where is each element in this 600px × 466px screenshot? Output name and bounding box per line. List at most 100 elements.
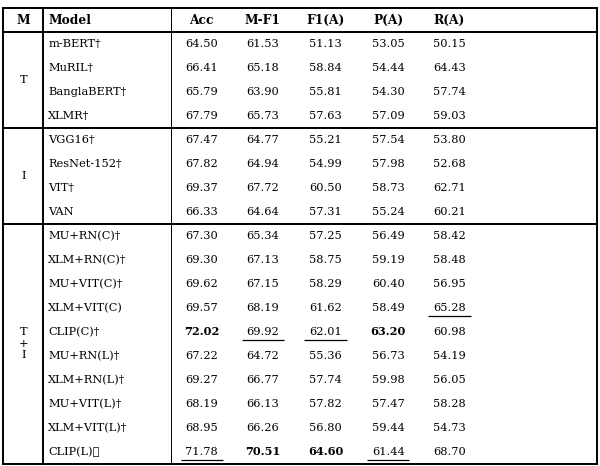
- Text: 61.44: 61.44: [372, 447, 404, 457]
- Text: 68.19: 68.19: [185, 399, 218, 409]
- Text: 64.43: 64.43: [433, 63, 466, 73]
- Text: 53.80: 53.80: [433, 135, 466, 145]
- Text: 60.98: 60.98: [433, 327, 466, 337]
- Text: 67.13: 67.13: [247, 255, 279, 265]
- Text: 59.19: 59.19: [372, 255, 404, 265]
- Text: T
+
I: T + I: [19, 327, 28, 361]
- Text: 57.82: 57.82: [309, 399, 342, 409]
- Text: 54.30: 54.30: [372, 87, 404, 97]
- Text: 65.28: 65.28: [433, 303, 466, 313]
- Text: 57.74: 57.74: [309, 375, 342, 385]
- Text: MU+VIT(L)†: MU+VIT(L)†: [48, 398, 122, 409]
- Text: 54.44: 54.44: [372, 63, 404, 73]
- Text: 70.51: 70.51: [245, 446, 281, 457]
- Text: 66.41: 66.41: [185, 63, 218, 73]
- Text: 51.13: 51.13: [309, 39, 342, 49]
- Text: 65.18: 65.18: [247, 63, 279, 73]
- Text: 69.27: 69.27: [185, 375, 218, 385]
- Text: 58.48: 58.48: [433, 255, 466, 265]
- Text: ResNet-152†: ResNet-152†: [48, 159, 122, 169]
- Text: 57.63: 57.63: [309, 111, 342, 121]
- Text: 54.73: 54.73: [433, 423, 466, 433]
- Text: M-F1: M-F1: [245, 14, 281, 27]
- Text: 68.70: 68.70: [433, 447, 466, 457]
- Text: 67.72: 67.72: [247, 183, 279, 193]
- Text: XLM+VIT(C): XLM+VIT(C): [48, 303, 123, 313]
- Text: 54.19: 54.19: [433, 351, 466, 361]
- Text: 65.79: 65.79: [185, 87, 218, 97]
- Text: MU+VIT(C)†: MU+VIT(C)†: [48, 279, 122, 289]
- Text: 58.84: 58.84: [309, 63, 342, 73]
- Text: 56.73: 56.73: [372, 351, 404, 361]
- Text: 66.26: 66.26: [247, 423, 279, 433]
- Text: 67.22: 67.22: [185, 351, 218, 361]
- Text: 62.01: 62.01: [309, 327, 342, 337]
- Text: 64.72: 64.72: [247, 351, 279, 361]
- Text: 64.77: 64.77: [247, 135, 279, 145]
- Text: T: T: [19, 75, 27, 85]
- Text: 55.21: 55.21: [309, 135, 342, 145]
- Text: 57.98: 57.98: [372, 159, 404, 169]
- Text: 57.25: 57.25: [309, 231, 342, 241]
- Text: 58.42: 58.42: [433, 231, 466, 241]
- Text: MuRIL†: MuRIL†: [48, 63, 94, 73]
- Text: 69.57: 69.57: [185, 303, 218, 313]
- Text: 59.44: 59.44: [372, 423, 404, 433]
- Text: MU+RN(L)†: MU+RN(L)†: [48, 351, 119, 361]
- Text: 52.68: 52.68: [433, 159, 466, 169]
- Text: 56.05: 56.05: [433, 375, 466, 385]
- Text: 58.29: 58.29: [309, 279, 342, 289]
- Text: 67.79: 67.79: [185, 111, 218, 121]
- Text: XLM+RN(L)†: XLM+RN(L)†: [48, 375, 125, 385]
- Text: 57.47: 57.47: [372, 399, 404, 409]
- Text: m-BERT†: m-BERT†: [48, 39, 101, 49]
- Text: 59.03: 59.03: [433, 111, 466, 121]
- Text: VGG16†: VGG16†: [48, 135, 95, 145]
- Text: 64.64: 64.64: [247, 207, 279, 217]
- Text: 57.31: 57.31: [309, 207, 342, 217]
- Text: XLM+VIT(L)†: XLM+VIT(L)†: [48, 423, 128, 433]
- Text: 55.81: 55.81: [309, 87, 342, 97]
- Text: 67.15: 67.15: [247, 279, 279, 289]
- Text: 58.73: 58.73: [372, 183, 404, 193]
- Text: 53.05: 53.05: [372, 39, 404, 49]
- Text: 61.62: 61.62: [309, 303, 342, 313]
- Text: 64.50: 64.50: [185, 39, 218, 49]
- Text: 66.13: 66.13: [247, 399, 279, 409]
- Text: 64.94: 64.94: [247, 159, 279, 169]
- Text: 67.82: 67.82: [185, 159, 218, 169]
- Text: 67.47: 67.47: [185, 135, 218, 145]
- Text: Model: Model: [48, 14, 91, 27]
- Text: 65.34: 65.34: [247, 231, 279, 241]
- Text: R(A): R(A): [434, 14, 465, 27]
- Text: XLMR†: XLMR†: [48, 111, 89, 121]
- Text: 61.53: 61.53: [247, 39, 279, 49]
- Text: VIT†: VIT†: [48, 183, 74, 193]
- Text: 55.36: 55.36: [309, 351, 342, 361]
- Text: 56.49: 56.49: [372, 231, 404, 241]
- Text: 59.98: 59.98: [372, 375, 404, 385]
- Text: 58.75: 58.75: [309, 255, 342, 265]
- Text: 69.62: 69.62: [185, 279, 218, 289]
- Text: 55.24: 55.24: [372, 207, 404, 217]
- Text: CLIP(L)★: CLIP(L)★: [48, 446, 100, 457]
- Text: 63.20: 63.20: [371, 326, 406, 337]
- Text: 56.95: 56.95: [433, 279, 466, 289]
- Text: 71.78: 71.78: [185, 447, 218, 457]
- Text: 68.95: 68.95: [185, 423, 218, 433]
- Text: 72.02: 72.02: [184, 326, 220, 337]
- Text: 62.71: 62.71: [433, 183, 466, 193]
- Text: 66.33: 66.33: [185, 207, 218, 217]
- Text: 69.30: 69.30: [185, 255, 218, 265]
- Text: MU+RN(C)†: MU+RN(C)†: [48, 231, 121, 241]
- Text: VAN: VAN: [48, 207, 74, 217]
- Text: CLIP(C)†: CLIP(C)†: [48, 327, 100, 337]
- Text: F1(A): F1(A): [307, 14, 344, 27]
- Text: 57.54: 57.54: [372, 135, 404, 145]
- Text: 56.80: 56.80: [309, 423, 342, 433]
- Text: 64.60: 64.60: [308, 446, 343, 457]
- Text: 58.49: 58.49: [372, 303, 404, 313]
- Text: 63.90: 63.90: [247, 87, 279, 97]
- Text: M: M: [16, 14, 30, 27]
- Text: 60.50: 60.50: [309, 183, 342, 193]
